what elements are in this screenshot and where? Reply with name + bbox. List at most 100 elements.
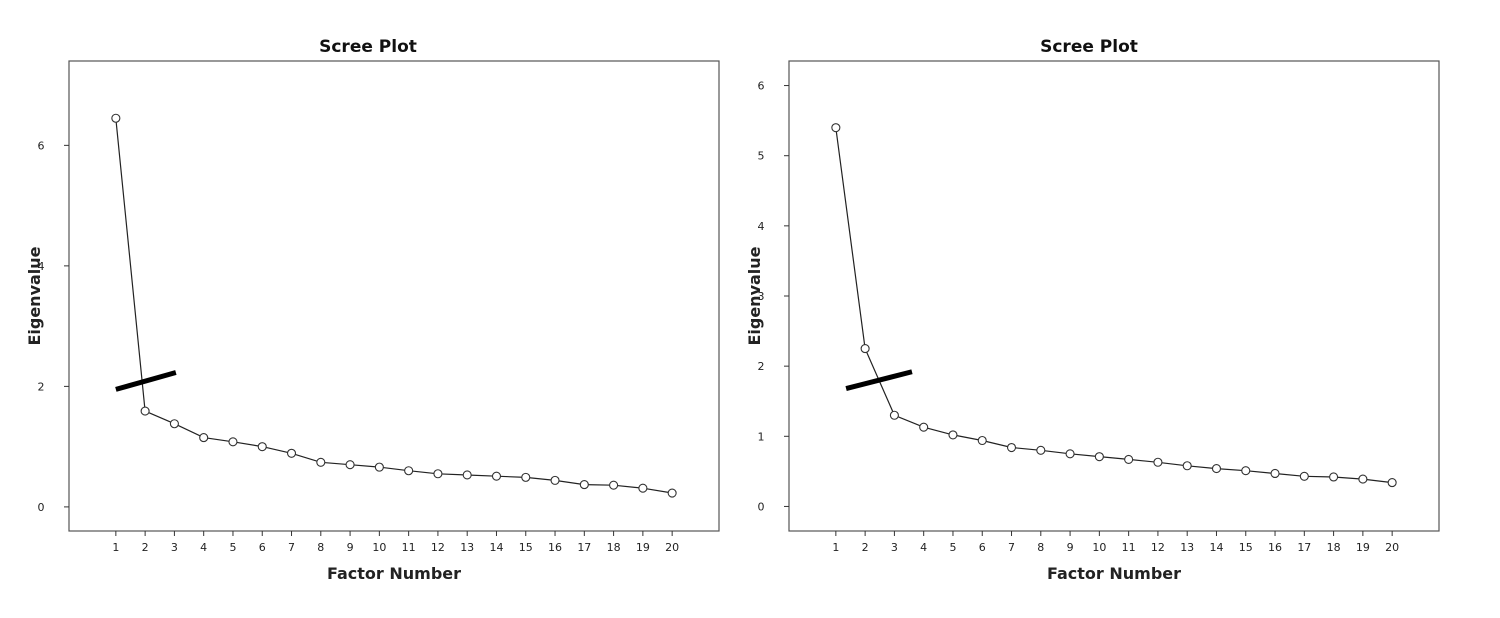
y-tick-label: 4 bbox=[758, 220, 765, 233]
y-tick-label: 3 bbox=[758, 290, 765, 303]
x-tick-label: 13 bbox=[1180, 541, 1194, 554]
y-tick-label: 6 bbox=[38, 139, 45, 152]
x-tick-label: 7 bbox=[288, 541, 295, 554]
data-point bbox=[1299, 471, 1309, 481]
x-tick-label: 11 bbox=[1122, 541, 1136, 554]
x-tick-label: 16 bbox=[1268, 541, 1282, 554]
x-tick-label: 18 bbox=[607, 541, 621, 554]
elbow-marker bbox=[845, 369, 913, 392]
plot-area bbox=[788, 60, 1440, 532]
y-tick-label: 6 bbox=[758, 80, 765, 93]
data-point bbox=[1153, 457, 1163, 467]
data-point bbox=[521, 472, 531, 482]
elbow-marker bbox=[115, 370, 177, 392]
x-tick-label: 19 bbox=[636, 541, 650, 554]
x-tick-label: 8 bbox=[317, 541, 324, 554]
x-tick-label: 13 bbox=[460, 541, 474, 554]
data-point bbox=[1387, 478, 1397, 488]
data-point bbox=[316, 457, 326, 467]
data-point bbox=[948, 430, 958, 440]
data-point bbox=[1329, 472, 1339, 482]
data-point bbox=[199, 433, 209, 443]
data-point bbox=[433, 469, 443, 479]
x-tick-label: 8 bbox=[1037, 541, 1044, 554]
data-point bbox=[860, 344, 870, 354]
data-point bbox=[889, 410, 899, 420]
data-point bbox=[1065, 449, 1075, 459]
data-point bbox=[169, 419, 179, 429]
x-tick-label: 14 bbox=[489, 541, 503, 554]
x-tick-label: 18 bbox=[1327, 541, 1341, 554]
data-point bbox=[667, 488, 677, 498]
data-point bbox=[1358, 474, 1368, 484]
x-tick-label: 17 bbox=[1297, 541, 1311, 554]
eigenvalue-line bbox=[835, 127, 1393, 484]
data-point bbox=[404, 466, 414, 476]
y-tick-label: 0 bbox=[38, 501, 45, 514]
data-point bbox=[919, 422, 929, 432]
x-tick-label: 4 bbox=[200, 541, 207, 554]
x-tick-label: 19 bbox=[1356, 541, 1370, 554]
x-tick-label: 1 bbox=[832, 541, 839, 554]
x-axis-label: Factor Number bbox=[1047, 564, 1181, 583]
chart-title: Scree Plot bbox=[1040, 37, 1138, 57]
y-axis-label: Eigenvalue bbox=[25, 246, 44, 345]
x-tick-label: 11 bbox=[402, 541, 416, 554]
data-point bbox=[977, 435, 987, 446]
y-axis-label: Eigenvalue bbox=[745, 246, 764, 345]
data-point bbox=[609, 480, 619, 490]
data-point bbox=[1270, 468, 1280, 479]
series-marks bbox=[831, 123, 1397, 488]
data-point bbox=[1036, 445, 1046, 455]
eigenvalue-line bbox=[115, 118, 673, 494]
y-tick-label: 2 bbox=[38, 380, 45, 393]
data-point bbox=[550, 475, 560, 485]
data-point bbox=[1211, 464, 1222, 474]
data-point bbox=[374, 462, 384, 472]
x-tick-label: 3 bbox=[891, 541, 898, 554]
data-point bbox=[140, 406, 150, 416]
x-tick-label: 6 bbox=[979, 541, 986, 554]
x-tick-label: 17 bbox=[577, 541, 591, 554]
x-tick-label: 9 bbox=[347, 541, 354, 554]
y-tick-label: 4 bbox=[38, 260, 45, 273]
x-tick-label: 12 bbox=[431, 541, 445, 554]
data-point bbox=[257, 442, 267, 452]
x-tick-label: 6 bbox=[259, 541, 266, 554]
x-tick-label: 20 bbox=[665, 541, 679, 554]
data-point bbox=[345, 460, 355, 470]
x-axis-label: Factor Number bbox=[327, 564, 461, 583]
data-point bbox=[1094, 452, 1104, 462]
plot-area bbox=[68, 60, 720, 532]
y-tick-label: 0 bbox=[758, 500, 765, 513]
data-point bbox=[111, 113, 121, 123]
x-tick-label: 10 bbox=[1092, 541, 1106, 554]
data-point bbox=[228, 437, 238, 447]
data-point bbox=[1241, 466, 1251, 476]
series-marks bbox=[111, 113, 677, 498]
x-tick-label: 15 bbox=[519, 541, 533, 554]
x-tick-label: 1 bbox=[112, 541, 119, 554]
data-point bbox=[638, 483, 648, 493]
data-point bbox=[1124, 454, 1134, 464]
y-tick-label: 2 bbox=[758, 360, 765, 373]
data-point bbox=[286, 448, 297, 458]
x-tick-label: 3 bbox=[171, 541, 178, 554]
x-tick-label: 14 bbox=[1209, 541, 1223, 554]
chart-title: Scree Plot bbox=[319, 37, 417, 57]
x-tick-label: 15 bbox=[1239, 541, 1253, 554]
scree-plot-panel-right: Scree Plot Factor Number Eigenvalue 1 2 3 4… bbox=[745, 37, 1440, 583]
data-point bbox=[462, 470, 472, 480]
x-tick-label: 9 bbox=[1067, 541, 1074, 554]
x-tick-label: 4 bbox=[920, 541, 927, 554]
data-point bbox=[1006, 442, 1017, 453]
data-point bbox=[1182, 461, 1192, 471]
x-tick-label: 5 bbox=[229, 541, 236, 554]
x-tick-label: 7 bbox=[1008, 541, 1015, 554]
x-tick-label: 5 bbox=[949, 541, 956, 554]
data-point bbox=[579, 480, 589, 490]
